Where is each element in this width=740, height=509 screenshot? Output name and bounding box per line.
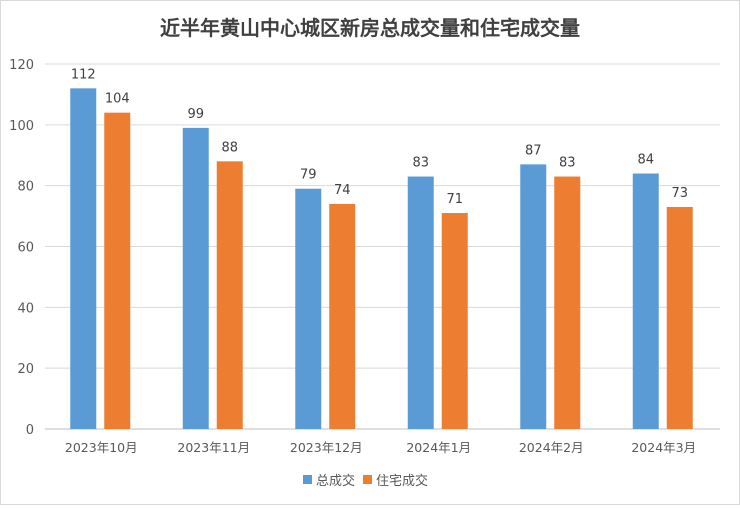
y-tick-label: 20: [17, 362, 34, 377]
bar-residential: [554, 176, 581, 429]
x-tick-label: 2024年3月: [631, 440, 696, 455]
bar-total: [407, 176, 434, 429]
x-tick-label: 2024年1月: [406, 440, 471, 455]
data-label: 71: [446, 192, 463, 207]
bar-residential: [329, 203, 356, 429]
bar-total: [70, 88, 97, 429]
data-label: 87: [525, 143, 542, 158]
bar-total: [295, 188, 322, 429]
data-label: 99: [187, 107, 204, 122]
data-label: 73: [671, 186, 688, 201]
chart-title: 近半年黄山中心城区新房总成交量和住宅成交量: [160, 16, 580, 40]
y-tick-label: 100: [9, 119, 34, 134]
data-label: 74: [334, 183, 351, 198]
y-tick-label: 40: [17, 301, 34, 316]
data-label: 88: [221, 140, 238, 155]
y-tick-label: 60: [17, 241, 34, 256]
bar-total: [632, 173, 659, 429]
data-label: 112: [71, 67, 96, 82]
legend-swatch: [303, 475, 312, 484]
bar-residential: [104, 112, 131, 430]
x-tick-label: 2023年11月: [177, 440, 250, 455]
data-label: 84: [637, 153, 654, 168]
data-label: 83: [412, 156, 429, 171]
data-label: 104: [105, 92, 130, 107]
data-label: 79: [300, 168, 317, 183]
data-label: 83: [559, 156, 576, 171]
x-tick-label: 2023年10月: [65, 440, 138, 455]
legend-label: 住宅成交: [376, 473, 428, 489]
legend-swatch: [363, 475, 372, 484]
y-tick-label: 120: [9, 58, 34, 73]
x-tick-label: 2023年12月: [290, 440, 363, 455]
bar-residential: [441, 213, 468, 429]
y-tick-label: 80: [17, 180, 34, 195]
y-tick-label: 0: [26, 423, 34, 438]
bar-residential: [666, 206, 693, 429]
x-tick-label: 2024年2月: [519, 440, 584, 455]
bar-total: [182, 127, 209, 429]
bar-total: [520, 164, 547, 429]
bar-residential: [216, 161, 243, 430]
legend-label: 总成交: [316, 473, 355, 489]
